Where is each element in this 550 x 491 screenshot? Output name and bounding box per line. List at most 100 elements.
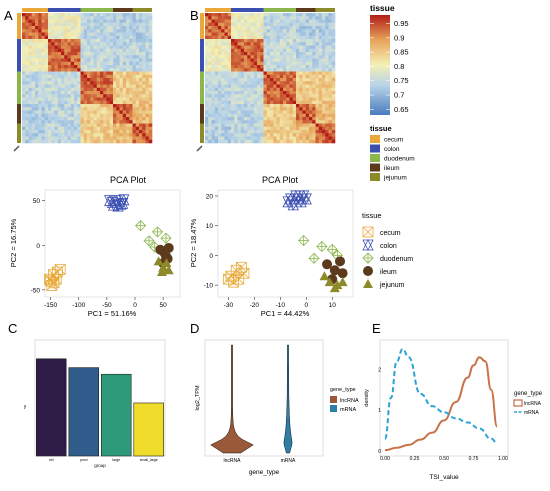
heatmap-cell (273, 104, 277, 108)
heatmap-cell (116, 94, 120, 98)
heatmap-cell (260, 84, 264, 89)
heatmap-cell (31, 81, 36, 85)
heatmap-cell (305, 16, 310, 20)
heatmap-cell (83, 130, 88, 134)
heatmap-cell (211, 39, 216, 43)
heatmap-cell (90, 110, 94, 115)
tissue-key-label: cecum (384, 137, 403, 144)
heatmap-cell (263, 61, 268, 66)
heatmap-cell (227, 104, 232, 108)
heatmap-cell (28, 84, 33, 89)
heatmap-cell (270, 139, 274, 144)
heatmap-cell (28, 123, 33, 128)
heatmap-cell (70, 19, 75, 24)
heatmap-cell (122, 123, 127, 128)
heatmap-cell (253, 123, 258, 128)
heatmap-cell (325, 94, 329, 98)
ileum-point (329, 265, 340, 276)
heatmap-cell (312, 32, 316, 37)
heatmap-cell (70, 139, 75, 144)
heatmap-cell (328, 110, 333, 115)
heatmap-cell (148, 19, 153, 24)
heatmap-cell (57, 71, 62, 76)
heatmap-cell (83, 107, 88, 111)
heatmap-cell (260, 61, 264, 66)
heatmap-cell (132, 110, 137, 115)
heatmap-cell (299, 126, 303, 131)
heatmap-cell (80, 74, 85, 79)
heatmap-cell (325, 42, 329, 46)
heatmap-cell (38, 117, 42, 121)
heatmap-cell (51, 100, 55, 105)
heatmap-cell (80, 117, 85, 121)
heatmap-cell (93, 126, 98, 131)
heatmap-cell (296, 39, 300, 43)
heatmap-cell (315, 71, 320, 76)
heatmap-cell (312, 35, 316, 40)
heatmap-cell (61, 39, 65, 43)
heatmap-cell (100, 123, 104, 128)
heatmap-cell (145, 71, 150, 76)
heatmap-cell (129, 107, 133, 111)
heatmap-cell (299, 19, 303, 24)
heatmap-cell (283, 130, 287, 134)
heatmap-cell (41, 35, 46, 40)
heatmap-cell (22, 52, 26, 56)
heatmap-cell (315, 39, 320, 43)
heatmap-cell (315, 48, 320, 53)
heatmap-cell (119, 42, 124, 46)
heatmap-cell (286, 61, 290, 66)
heatmap-cell (132, 104, 137, 108)
heatmap-cell (322, 19, 326, 24)
heatmap-cell (244, 133, 248, 137)
heatmap-cell (292, 84, 297, 89)
heatmap-cell (325, 87, 329, 92)
heatmap-cell (237, 87, 242, 92)
heatmap-cell (38, 39, 42, 43)
heatmap-cell (257, 13, 261, 17)
heatmap-cell (331, 74, 336, 79)
heatmap-cell (273, 100, 277, 105)
heatmap-cell (25, 42, 29, 46)
heatmap-cell (218, 55, 222, 59)
heatmap-cell (208, 126, 212, 131)
heatmap-cell (237, 139, 242, 144)
heatmap-cell (44, 52, 49, 56)
heatmap-cell (119, 58, 124, 63)
heatmap-cell (31, 113, 36, 118)
heatmap-cell (54, 107, 59, 111)
heatmap-cell (67, 104, 72, 108)
heatmap-cell (325, 120, 329, 124)
heatmap-cell (139, 55, 143, 59)
heatmap-cell (318, 84, 323, 89)
heatmap-cell (253, 48, 258, 53)
heatmap-cell (309, 110, 313, 115)
heatmap-cell (289, 107, 294, 111)
heatmap-cell (54, 104, 59, 108)
heatmap-cell (35, 48, 39, 53)
heatmap-cell (77, 94, 81, 98)
heatmap-cell (51, 123, 55, 128)
heatmap-cell (109, 45, 114, 50)
heatmap-cell (263, 84, 268, 89)
heatmap-cell (22, 110, 26, 115)
heatmap-cell (132, 39, 137, 43)
heatmap-cell (322, 117, 326, 121)
heatmap-cell (279, 68, 284, 72)
heatmap-cell (318, 55, 323, 59)
heatmap-cell (318, 120, 323, 124)
pca-xtick-label: -10 (276, 302, 286, 309)
heatmap-cell (244, 78, 248, 82)
heatmap-cell (309, 133, 313, 137)
heatmap-cell (57, 48, 62, 53)
heatmap-cell (331, 22, 336, 27)
heatmap-cell (247, 113, 251, 118)
heatmap-cell (276, 61, 281, 66)
heatmap-cell (322, 104, 326, 108)
heatmap-cell (299, 117, 303, 121)
heatmap-cell (67, 107, 72, 111)
heatmap-cell (270, 55, 274, 59)
heatmap-cell (266, 100, 271, 105)
heatmap-cell (132, 45, 137, 50)
heatmap-cell (28, 100, 33, 105)
